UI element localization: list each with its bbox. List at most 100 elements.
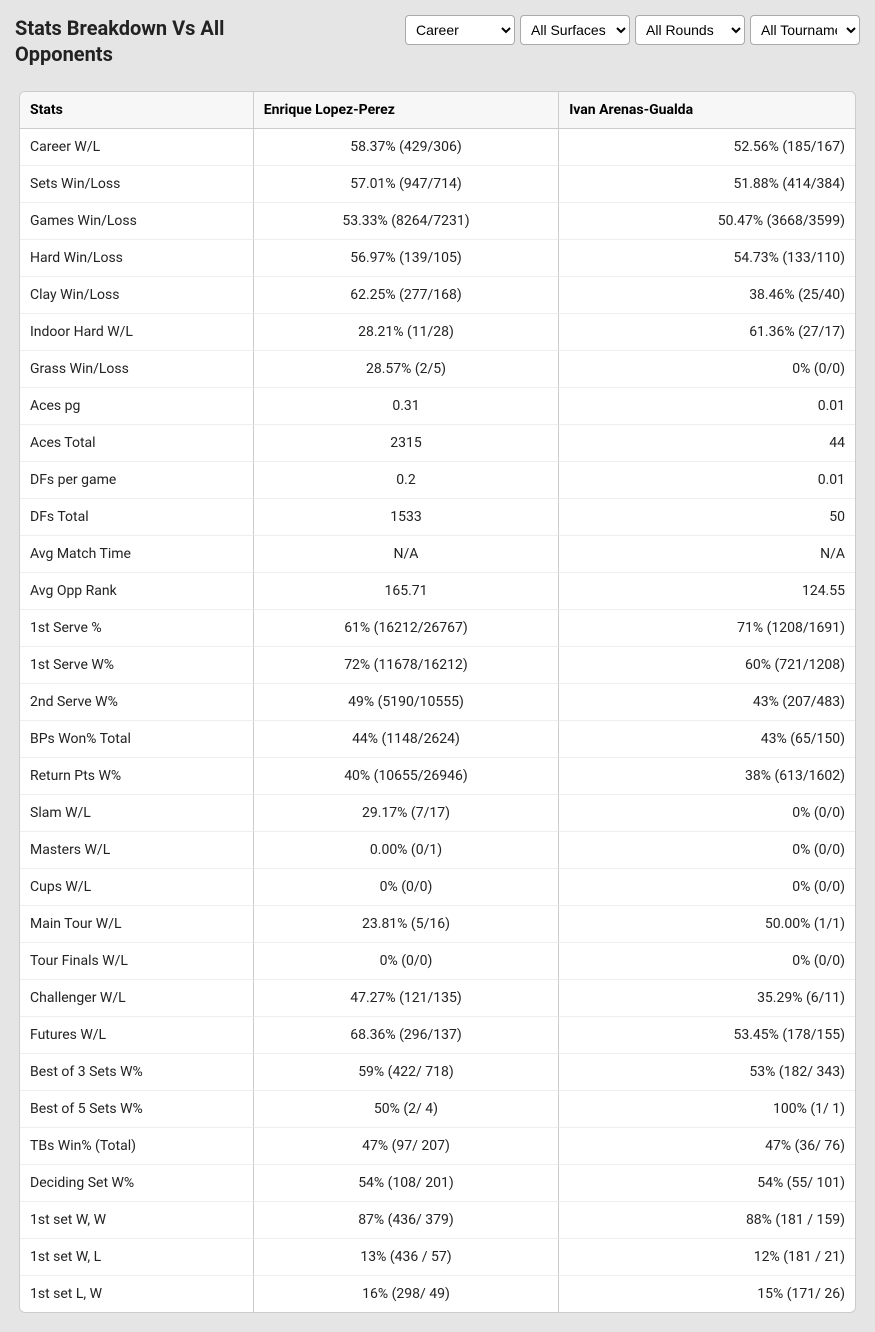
- player1-value-cell: 47% (97/ 207): [254, 1128, 559, 1165]
- table-row: 1st set L, W16% (298/ 49)15% (171/ 26): [20, 1276, 855, 1312]
- player2-value-cell: 100% (1/ 1): [559, 1091, 855, 1128]
- table-row: Games Win/Loss53.33% (8264/7231)50.47% (…: [20, 203, 855, 240]
- stats-table-body: Career W/L58.37% (429/306)52.56% (185/16…: [20, 129, 855, 1312]
- table-row: BPs Won% Total44% (1148/2624)43% (65/150…: [20, 721, 855, 758]
- filter-surface[interactable]: All Surfaces: [520, 15, 630, 45]
- player2-value-cell: 0% (0/0): [559, 869, 855, 906]
- player1-value-cell: 61% (16212/26767): [254, 610, 559, 647]
- table-row: Slam W/L29.17% (7/17)0% (0/0): [20, 795, 855, 832]
- page-title: Stats Breakdown Vs All Opponents: [15, 15, 325, 67]
- player2-value-cell: 15% (171/ 26): [559, 1276, 855, 1312]
- stat-name-cell: Avg Match Time: [20, 536, 254, 573]
- stat-name-cell: Deciding Set W%: [20, 1165, 254, 1202]
- player1-value-cell: 0.31: [254, 388, 559, 425]
- player2-value-cell: 0.01: [559, 462, 855, 499]
- player2-value-cell: 61.36% (27/17): [559, 314, 855, 351]
- player2-value-cell: 53% (182/ 343): [559, 1054, 855, 1091]
- table-row: Deciding Set W%54% (108/ 201)54% (55/ 10…: [20, 1165, 855, 1202]
- player2-value-cell: 54.73% (133/110): [559, 240, 855, 277]
- player2-value-cell: 12% (181 / 21): [559, 1239, 855, 1276]
- filter-tournaments[interactable]: All Tournaments: [750, 15, 860, 45]
- player1-value-cell: 72% (11678/16212): [254, 647, 559, 684]
- stat-name-cell: TBs Win% (Total): [20, 1128, 254, 1165]
- player1-value-cell: 62.25% (277/168): [254, 277, 559, 314]
- table-row: Masters W/L0.00% (0/1)0% (0/0): [20, 832, 855, 869]
- table-row: Aces Total231544: [20, 425, 855, 462]
- player2-value-cell: 38% (613/1602): [559, 758, 855, 795]
- player1-value-cell: 59% (422/ 718): [254, 1054, 559, 1091]
- player1-value-cell: 56.97% (139/105): [254, 240, 559, 277]
- table-row: Clay Win/Loss62.25% (277/168)38.46% (25/…: [20, 277, 855, 314]
- stat-name-cell: Best of 5 Sets W%: [20, 1091, 254, 1128]
- stat-name-cell: 1st Serve %: [20, 610, 254, 647]
- player2-value-cell: 47% (36/ 76): [559, 1128, 855, 1165]
- stat-name-cell: 1st set L, W: [20, 1276, 254, 1312]
- player2-value-cell: 0% (0/0): [559, 943, 855, 980]
- player1-value-cell: 57.01% (947/714): [254, 166, 559, 203]
- player1-value-cell: 16% (298/ 49): [254, 1276, 559, 1312]
- player2-value-cell: 50.47% (3668/3599): [559, 203, 855, 240]
- filter-bar: Career All Surfaces All Rounds All Tourn…: [405, 15, 860, 45]
- player2-value-cell: N/A: [559, 536, 855, 573]
- stat-name-cell: 1st set W, W: [20, 1202, 254, 1239]
- table-row: Return Pts W%40% (10655/26946)38% (613/1…: [20, 758, 855, 795]
- stats-table-head: Stats Enrique Lopez-Perez Ivan Arenas-Gu…: [20, 92, 855, 129]
- player2-value-cell: 35.29% (6/11): [559, 980, 855, 1017]
- player1-value-cell: 0.2: [254, 462, 559, 499]
- player2-value-cell: 0% (0/0): [559, 832, 855, 869]
- player1-value-cell: N/A: [254, 536, 559, 573]
- player2-value-cell: 50: [559, 499, 855, 536]
- table-row: 1st set W, L13% (436 / 57)12% (181 / 21): [20, 1239, 855, 1276]
- table-row: Grass Win/Loss28.57% (2/5)0% (0/0): [20, 351, 855, 388]
- stats-table-header-row: Stats Enrique Lopez-Perez Ivan Arenas-Gu…: [20, 92, 855, 129]
- player1-value-cell: 40% (10655/26946): [254, 758, 559, 795]
- table-row: 1st Serve %61% (16212/26767)71% (1208/16…: [20, 610, 855, 647]
- player1-value-cell: 54% (108/ 201): [254, 1165, 559, 1202]
- player1-value-cell: 28.21% (11/28): [254, 314, 559, 351]
- col-header-player2: Ivan Arenas-Gualda: [559, 92, 855, 129]
- stat-name-cell: Masters W/L: [20, 832, 254, 869]
- table-row: 2nd Serve W%49% (5190/10555)43% (207/483…: [20, 684, 855, 721]
- player1-value-cell: 49% (5190/10555): [254, 684, 559, 721]
- stat-name-cell: 2nd Serve W%: [20, 684, 254, 721]
- player2-value-cell: 60% (721/1208): [559, 647, 855, 684]
- stat-name-cell: BPs Won% Total: [20, 721, 254, 758]
- player2-value-cell: 51.88% (414/384): [559, 166, 855, 203]
- table-row: Best of 3 Sets W%59% (422/ 718)53% (182/…: [20, 1054, 855, 1091]
- stat-name-cell: 1st set W, L: [20, 1239, 254, 1276]
- player2-value-cell: 0.01: [559, 388, 855, 425]
- stat-name-cell: DFs Total: [20, 499, 254, 536]
- table-row: Best of 5 Sets W%50% (2/ 4)100% (1/ 1): [20, 1091, 855, 1128]
- stat-name-cell: Hard Win/Loss: [20, 240, 254, 277]
- player1-value-cell: 58.37% (429/306): [254, 129, 559, 166]
- stat-name-cell: Best of 3 Sets W%: [20, 1054, 254, 1091]
- header-row: Stats Breakdown Vs All Opponents Career …: [15, 15, 860, 67]
- stat-name-cell: DFs per game: [20, 462, 254, 499]
- player1-value-cell: 47.27% (121/135): [254, 980, 559, 1017]
- stat-name-cell: Aces pg: [20, 388, 254, 425]
- table-row: Main Tour W/L23.81% (5/16)50.00% (1/1): [20, 906, 855, 943]
- stats-table: Stats Enrique Lopez-Perez Ivan Arenas-Gu…: [19, 91, 856, 1313]
- filter-rounds[interactable]: All Rounds: [635, 15, 745, 45]
- stat-name-cell: Aces Total: [20, 425, 254, 462]
- filter-career[interactable]: Career: [405, 15, 515, 45]
- player1-value-cell: 44% (1148/2624): [254, 721, 559, 758]
- player2-value-cell: 44: [559, 425, 855, 462]
- table-row: 1st Serve W%72% (11678/16212)60% (721/12…: [20, 647, 855, 684]
- table-row: Challenger W/L47.27% (121/135)35.29% (6/…: [20, 980, 855, 1017]
- table-row: Cups W/L0% (0/0)0% (0/0): [20, 869, 855, 906]
- player1-value-cell: 13% (436 / 57): [254, 1239, 559, 1276]
- stat-name-cell: Indoor Hard W/L: [20, 314, 254, 351]
- player2-value-cell: 54% (55/ 101): [559, 1165, 855, 1202]
- player2-value-cell: 38.46% (25/40): [559, 277, 855, 314]
- stat-name-cell: Return Pts W%: [20, 758, 254, 795]
- table-row: Tour Finals W/L0% (0/0)0% (0/0): [20, 943, 855, 980]
- stat-name-cell: Futures W/L: [20, 1017, 254, 1054]
- stat-name-cell: Avg Opp Rank: [20, 573, 254, 610]
- stat-name-cell: Clay Win/Loss: [20, 277, 254, 314]
- stat-name-cell: Slam W/L: [20, 795, 254, 832]
- player2-value-cell: 43% (207/483): [559, 684, 855, 721]
- table-row: DFs per game0.20.01: [20, 462, 855, 499]
- player1-value-cell: 2315: [254, 425, 559, 462]
- player2-value-cell: 124.55: [559, 573, 855, 610]
